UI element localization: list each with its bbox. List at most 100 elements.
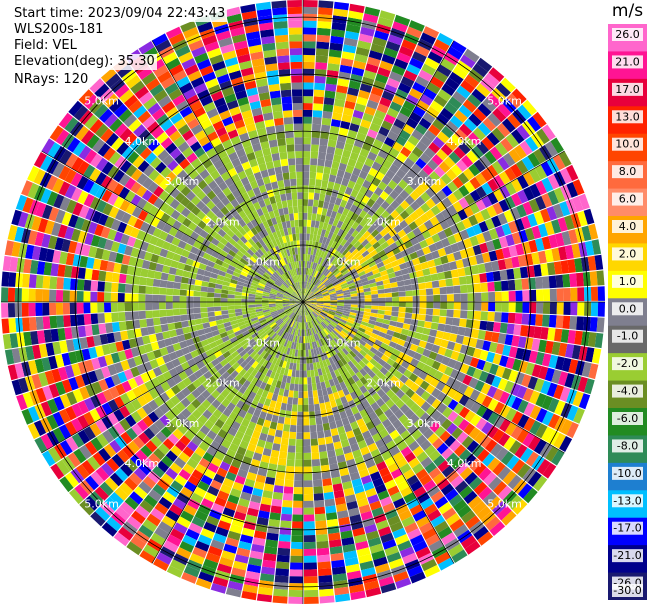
velocity-gate (427, 159, 439, 171)
velocity-gate (309, 424, 317, 433)
velocity-gate (397, 365, 407, 375)
velocity-gate (341, 51, 355, 61)
velocity-gate (272, 491, 283, 500)
velocity-gate (227, 298, 235, 302)
velocity-gate (306, 274, 309, 282)
velocity-gate (434, 426, 446, 438)
velocity-gate (453, 302, 461, 310)
velocity-gate (328, 323, 335, 330)
velocity-gate (284, 479, 294, 488)
velocity-gate (452, 66, 468, 80)
velocity-gate (349, 151, 359, 161)
velocity-gate (572, 391, 584, 407)
velocity-gate (492, 461, 506, 476)
velocity-gate (355, 316, 363, 321)
velocity-gate (359, 385, 368, 394)
velocity-gate (369, 282, 377, 288)
velocity-gate (181, 320, 189, 328)
velocity-gate (321, 259, 327, 267)
velocity-gate (325, 436, 333, 445)
velocity-gate (329, 42, 343, 51)
velocity-gate (439, 309, 447, 317)
velocity-gate (361, 195, 370, 204)
velocity-gate (317, 242, 322, 250)
velocity-gate (165, 288, 174, 296)
velocity-gate (343, 306, 351, 310)
velocity-gate (303, 137, 311, 145)
velocity-gate (322, 173, 330, 182)
velocity-gate (307, 291, 313, 298)
velocity-gate (576, 272, 584, 287)
velocity-gate (497, 156, 510, 171)
velocity-gate (200, 291, 208, 297)
velocity-gate (519, 266, 529, 279)
velocity-gate (540, 327, 549, 340)
velocity-gate (550, 137, 564, 154)
velocity-gate (1, 303, 9, 318)
velocity-gate (479, 350, 489, 361)
velocity-gate (303, 555, 317, 563)
velocity-gate (330, 233, 337, 241)
velocity-gate (551, 369, 562, 384)
velocity-gate (348, 80, 361, 90)
velocity-gate (320, 322, 326, 329)
velocity-gate (308, 306, 315, 311)
velocity-gate (303, 185, 309, 193)
velocity-gate (428, 449, 441, 462)
velocity-gate (425, 308, 434, 316)
velocity-gate (384, 84, 398, 95)
velocity-gate (392, 21, 408, 33)
velocity-gate (324, 270, 331, 277)
velocity-gate (402, 123, 415, 135)
velocity-gate (544, 340, 554, 354)
velocity-gate (194, 279, 203, 286)
velocity-gate (365, 63, 379, 74)
velocity-gate (517, 463, 531, 479)
velocity-gate (424, 252, 434, 262)
velocity-gate (179, 296, 187, 302)
velocity-gate (337, 367, 345, 376)
velocity-gate (311, 262, 316, 270)
velocity-gate (283, 424, 291, 432)
velocity-gate (275, 429, 283, 438)
velocity-gate (375, 280, 384, 286)
velocity-gate (480, 383, 492, 395)
velocity-gate (382, 319, 391, 325)
velocity-gate (523, 417, 536, 432)
velocity-gate (400, 430, 411, 441)
velocity-gate (463, 490, 478, 505)
velocity-gate (303, 192, 309, 200)
velocity-gate (348, 285, 356, 290)
velocity-gate (358, 125, 369, 136)
velocity-gate (556, 288, 564, 302)
velocity-gate (510, 163, 523, 178)
velocity-gate (313, 288, 319, 294)
velocity-gate (221, 289, 229, 295)
velocity-gate (322, 294, 330, 298)
velocity-gate (419, 302, 427, 308)
velocity-gate (306, 370, 311, 378)
velocity-gate (412, 105, 426, 118)
velocity-gate (309, 304, 316, 308)
velocity-gate (511, 396, 523, 411)
velocity-gate (314, 270, 319, 278)
velocity-gate (353, 261, 361, 269)
velocity-gate (464, 410, 476, 423)
velocity-gate (359, 324, 368, 330)
velocity-gate (314, 75, 326, 84)
velocity-gate (496, 505, 512, 521)
velocity-gate (314, 410, 322, 418)
velocity-gate (283, 389, 289, 397)
velocity-gate (505, 407, 517, 422)
velocity-gate (562, 315, 571, 329)
velocity-gate (427, 433, 439, 445)
velocity-gate (153, 325, 162, 334)
velocity-gate (476, 405, 488, 418)
velocity-gate (304, 274, 306, 282)
velocity-gate (370, 402, 380, 412)
velocity-gate (90, 280, 99, 292)
velocity-gate (394, 58, 409, 70)
velocity-gate (449, 333, 458, 343)
velocity-gate (566, 422, 579, 439)
velocity-gate (331, 319, 339, 325)
